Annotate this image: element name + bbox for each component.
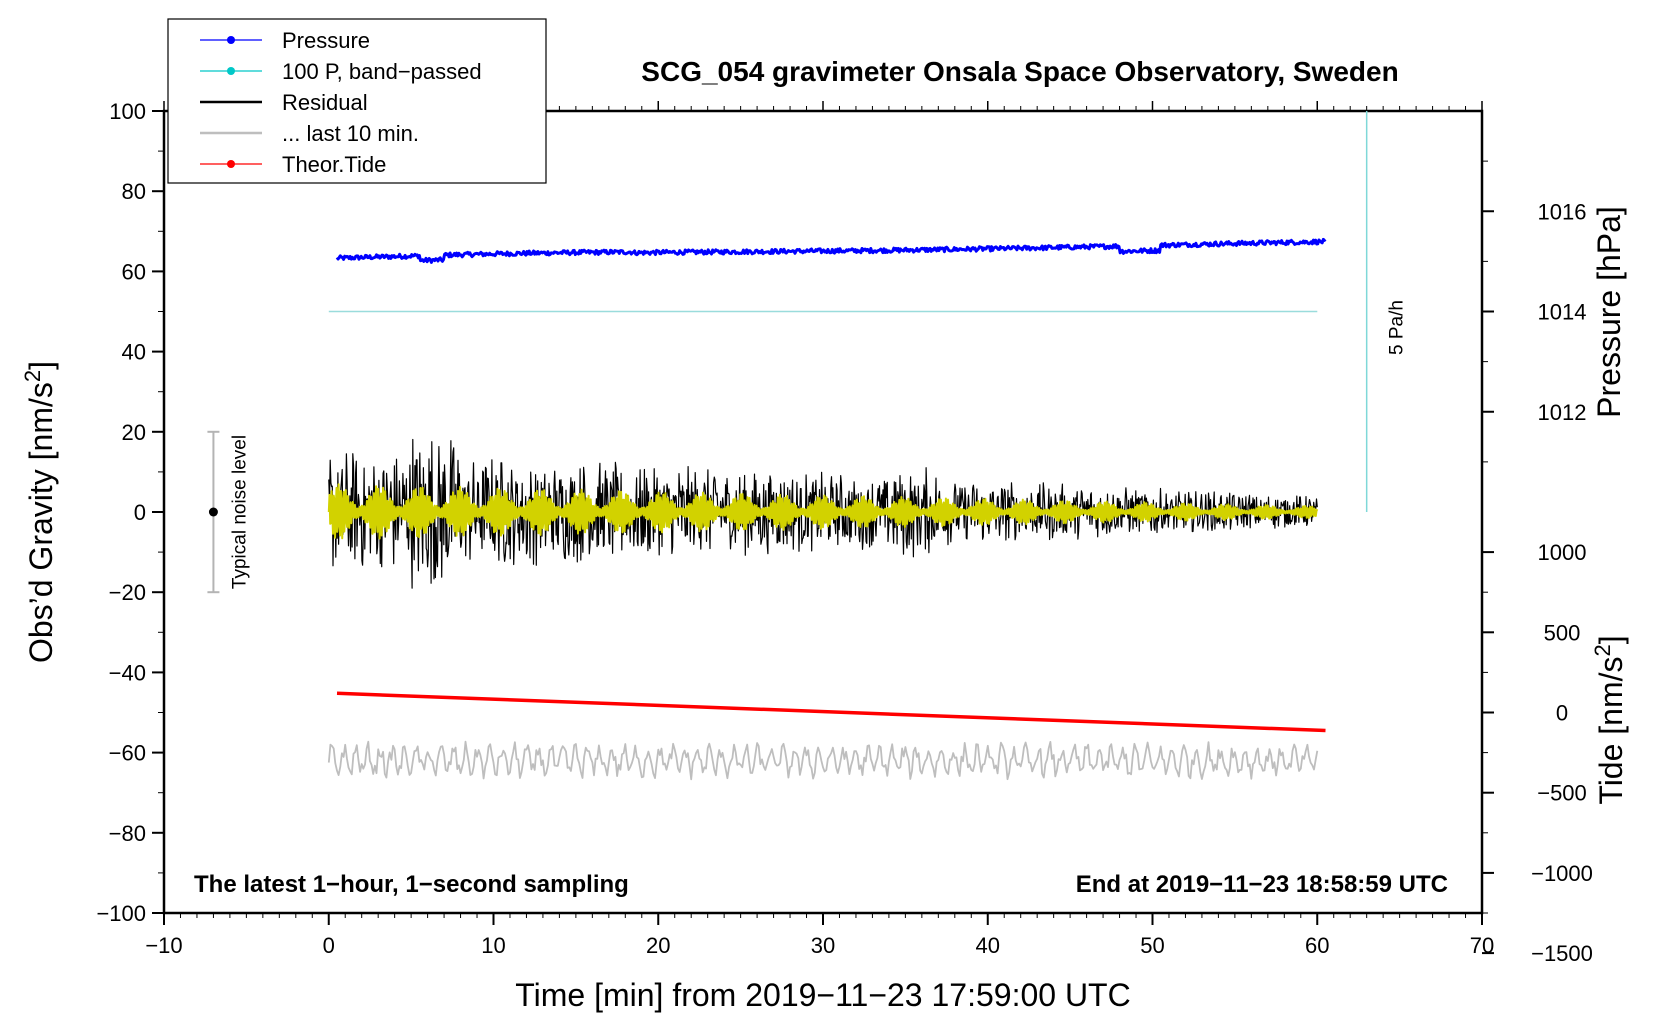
series-last-10-min-line	[327, 740, 1319, 781]
pressure-tick-label: 1014	[1538, 300, 1587, 325]
pressure-tick-label: 1012	[1538, 400, 1587, 425]
x-tick-label: 30	[811, 933, 835, 958]
y-axis-title-tide-sup: 2	[1590, 644, 1615, 656]
series-residual-lowpass-line	[327, 483, 1319, 540]
y-axis-title-tide-prefix: Tide [nm/s	[1593, 656, 1629, 804]
y-tick-label: 100	[109, 99, 146, 124]
tide-tick-label: 1000	[1538, 540, 1587, 565]
tide-tick-label: −1500	[1531, 941, 1593, 966]
y-axis-title-tide: Tide [nm/s2]	[1590, 635, 1629, 804]
noise-bar-label: Typical noise level	[229, 435, 250, 589]
pressure-tick-label: 1016	[1538, 199, 1587, 224]
y-axis-title-left-suffix: ]	[23, 361, 59, 370]
tide-tick-label: −500	[1537, 781, 1587, 806]
series-pressure-line	[335, 237, 1327, 264]
noise-bar-point	[208, 507, 218, 517]
y-tick-label: 0	[134, 500, 146, 525]
y-axis-title-tide-suffix: ]	[1593, 635, 1629, 644]
tide-tick-label: −1000	[1531, 861, 1593, 886]
legend-label: Pressure	[282, 28, 370, 53]
y-tick-label: −100	[96, 901, 146, 926]
series-tide-line	[336, 691, 1326, 733]
tide-tick-label: 500	[1544, 620, 1581, 645]
x-tick-label: 60	[1305, 933, 1329, 958]
y-tick-label: 60	[122, 259, 146, 284]
legend-label: Theor.Tide	[282, 152, 386, 177]
legend-marker	[227, 160, 235, 168]
x-tick-label: 10	[481, 933, 505, 958]
legend-label: 100 P, band−passed	[282, 59, 482, 84]
tide-tick-label: 0	[1556, 701, 1568, 726]
y-tick-label: −20	[109, 580, 146, 605]
y-axis-title-left: Obs’d Gravity [nm/s2]	[20, 361, 59, 663]
rate-bar-label: 5 Pa/h	[1387, 300, 1408, 355]
series-layer: 5 Pa/h Typical noise level	[207, 111, 1408, 781]
y-tick-label: −40	[109, 660, 146, 685]
y-axis-title-pressure: Pressure [hPa]	[1591, 206, 1627, 418]
legend-items: Pressure 100 P, band−passed Residual ... la…	[200, 28, 482, 177]
x-tick-label: 40	[976, 933, 1000, 958]
x-tick-label: −10	[145, 933, 182, 958]
y-tick-label: 40	[122, 340, 146, 365]
axis-ticks: −10 0 10 20 30 40 50 60 70−100−80−60−40−20020406…	[96, 99, 1592, 966]
y-axis-title-left-sup: 2	[20, 370, 45, 382]
y-tick-label: −60	[109, 741, 146, 766]
note-latest-hour: The latest 1−hour, 1−second sampling	[194, 871, 629, 898]
note-end-time: End at 2019−11−23 18:58:59 UTC	[1076, 871, 1448, 898]
y-axis-title-left-prefix: Obs’d Gravity [nm/s	[23, 382, 59, 663]
x-tick-label: 50	[1140, 933, 1164, 958]
legend-label: ... last 10 min.	[282, 121, 419, 146]
legend-label: Residual	[282, 90, 368, 115]
y-tick-label: 20	[122, 420, 146, 445]
legend-marker	[227, 36, 235, 44]
legend-marker	[227, 67, 235, 75]
legend: Pressure 100 P, band−passed Residual ... la…	[167, 18, 547, 184]
y-tick-label: 80	[122, 179, 146, 204]
x-axis-title: Time [min] from 2019−11−23 17:59:00 UTC	[515, 977, 1130, 1013]
y-tick-label: −80	[109, 821, 146, 846]
x-tick-label: 20	[646, 933, 670, 958]
chart-title: SCG_054 gravimeter Onsala Space Observat…	[641, 56, 1398, 87]
x-tick-label: 70	[1470, 933, 1494, 958]
x-tick-label: 0	[323, 933, 335, 958]
